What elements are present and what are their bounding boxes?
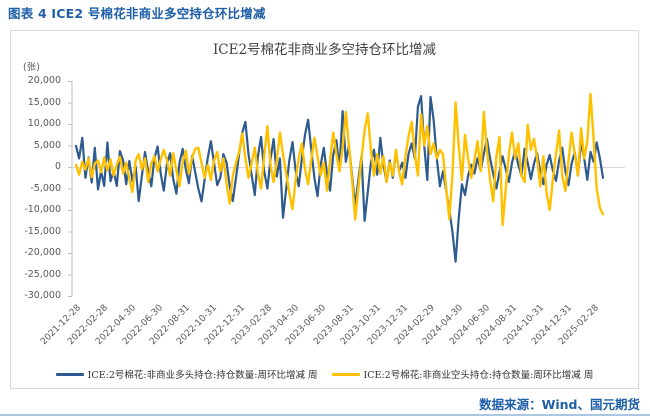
chart-legend: ICE:2号棉花:非商业多头持仓:持仓数量:周环比增减 周 ICE:2号棉花:非… [11, 367, 638, 381]
chart-panel: ICE2号棉花非商业多空持仓环比增减 (张) 20,000 15,000 10,00… [10, 30, 639, 389]
y-tick-label: 0 [54, 161, 61, 172]
legend-line-marker-long [55, 372, 84, 376]
legend-label-long: ICE:2号棉花:非商业多头持仓:持仓数量:周环比增减 周 [87, 370, 318, 381]
series-line-short [74, 92, 605, 227]
y-axis-unit-label: (张) [23, 62, 40, 73]
y-tick-label: -25,000 [24, 268, 61, 280]
bottom-rule [0, 414, 650, 416]
y-tick-label: 20,000 [27, 75, 61, 86]
y-tick-label: 5,000 [33, 139, 61, 151]
legend-item-short: ICE:2号棉花:非商业空头持仓:持仓数量:周环比增减 周 [331, 367, 594, 381]
y-tick-label: 10,000 [27, 118, 61, 129]
legend-item-long: ICE:2号棉花:非商业多头持仓:持仓数量:周环比增减 周 [55, 367, 318, 381]
figure-caption: 图表 4 ICE2 号棉花非商业多空持仓环比增减 [8, 6, 266, 21]
source-note: 数据来源：Wind、国元期货 [479, 397, 640, 412]
y-tick-label: -10,000 [24, 204, 61, 215]
y-tick-label: -15,000 [24, 225, 61, 237]
plot-area [68, 81, 625, 297]
legend-line-marker-short [331, 372, 360, 376]
legend-label-short: ICE:2号棉花:非商业空头持仓:持仓数量:周环比增减 周 [363, 370, 594, 381]
y-tick-label: -30,000 [24, 290, 61, 301]
chart-title: ICE2号棉花非商业多空持仓环比增减 [212, 42, 437, 58]
y-tick-label: 15,000 [27, 96, 61, 108]
y-tick-label: -5,000 [30, 182, 61, 194]
y-tick-label: -20,000 [24, 247, 61, 258]
